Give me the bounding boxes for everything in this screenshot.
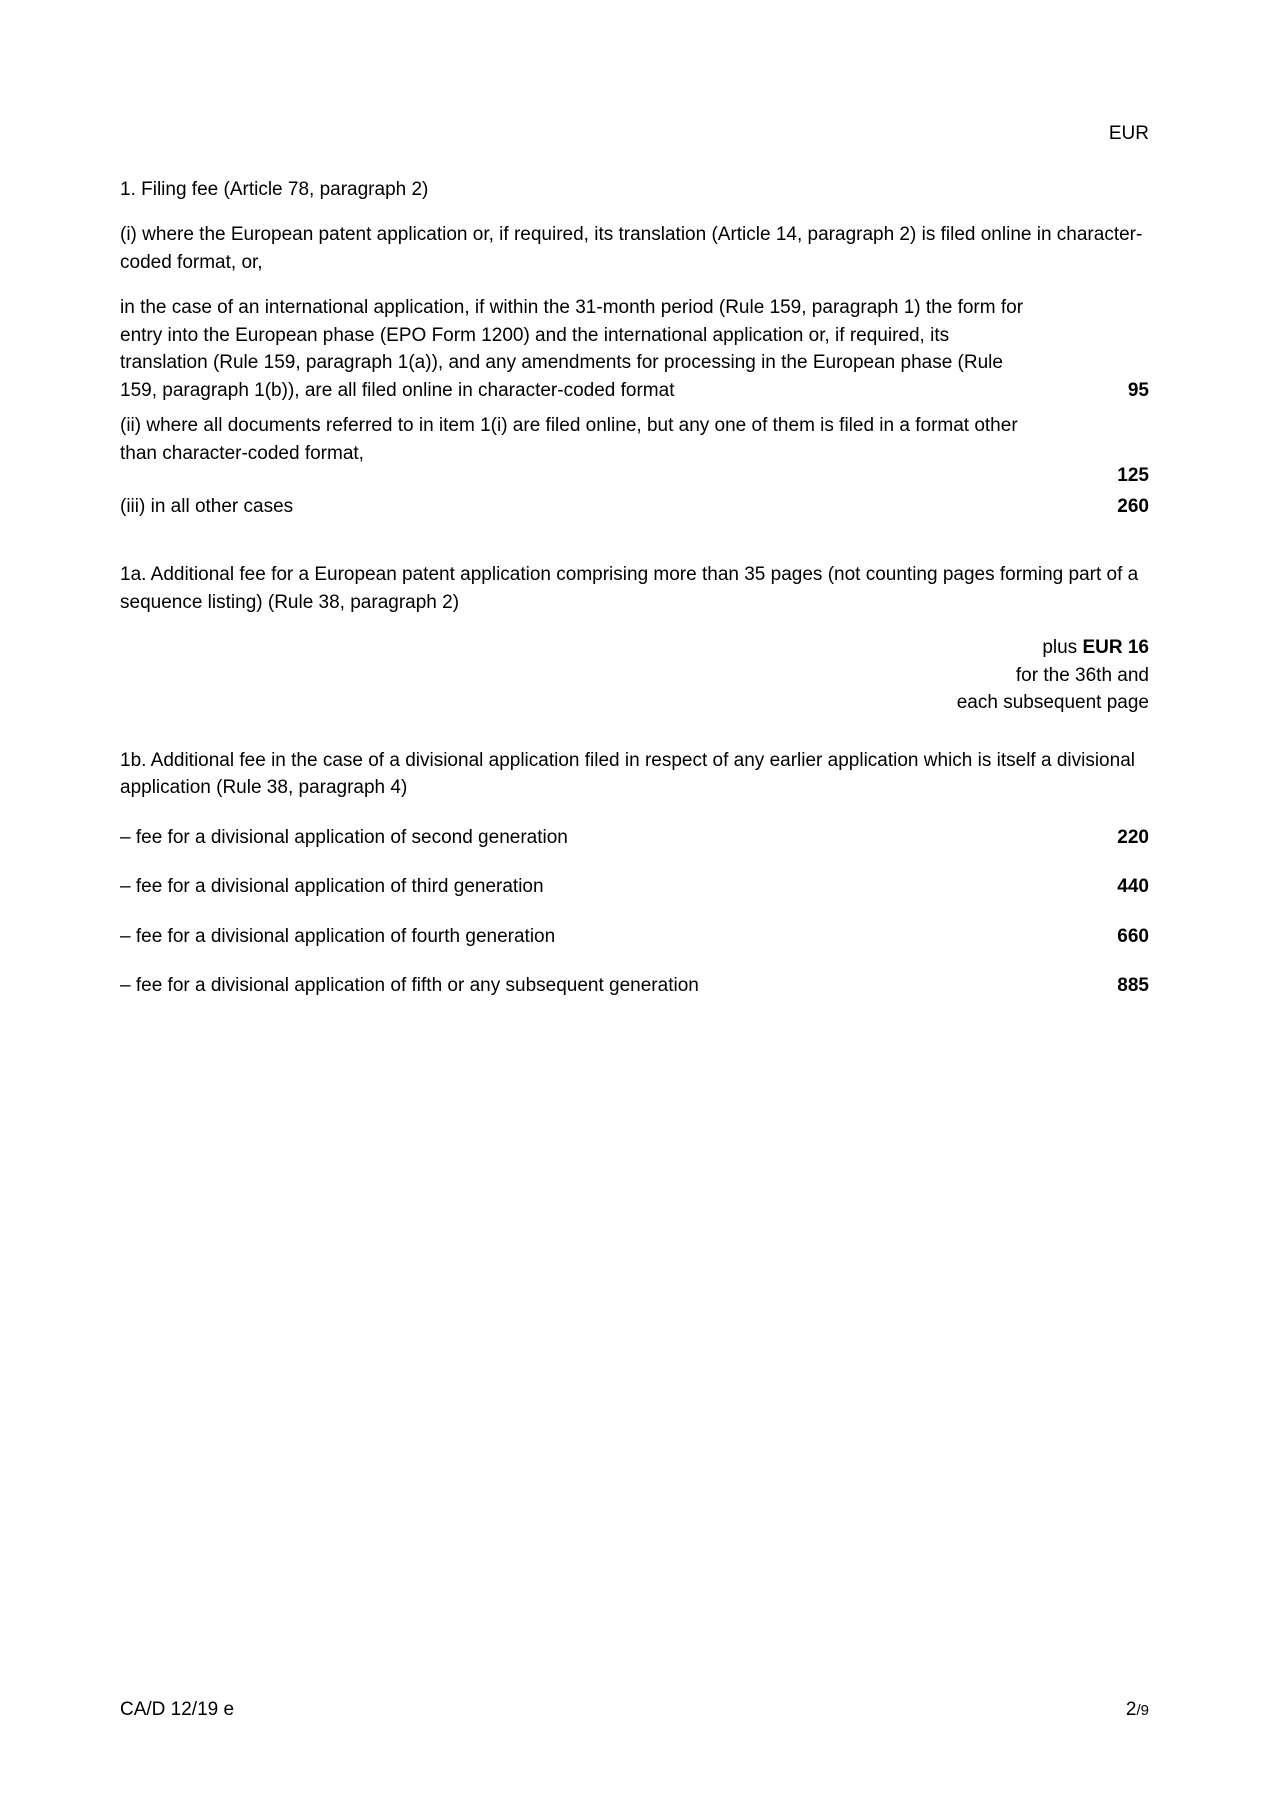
fee-label: – fee for a divisional application of fi… xyxy=(120,972,1069,1000)
document-body: EUR 1. Filing fee (Article 78, paragraph… xyxy=(120,120,1149,1000)
item-i-amount: 95 xyxy=(1069,377,1149,405)
section-1b-title: 1b. Additional fee in the case of a divi… xyxy=(120,747,1149,802)
item-i-row: in the case of an international applicat… xyxy=(120,294,1149,404)
fee-row: – fee for a divisional application of th… xyxy=(120,873,1149,901)
fee-amount: 885 xyxy=(1069,972,1149,1000)
note-line-3: each subsequent page xyxy=(120,689,1149,717)
section-1a-title: 1a. Additional fee for a European patent… xyxy=(120,561,1149,616)
doc-reference: CA/D 12/19 e xyxy=(120,1696,234,1724)
item-ii-text: (ii) where all documents referred to in … xyxy=(120,412,1069,467)
currency-header: EUR xyxy=(120,120,1149,148)
item-iii-text: (iii) in all other cases xyxy=(120,493,1069,521)
fee-label: – fee for a divisional application of fo… xyxy=(120,923,1069,951)
section-1a-note: plus EUR 16 for the 36th and each subseq… xyxy=(120,634,1149,717)
section-1-title: 1. Filing fee (Article 78, paragraph 2) xyxy=(120,176,1149,204)
page-footer: CA/D 12/19 e 2/9 xyxy=(120,1696,1149,1724)
item-ii-row: (ii) where all documents referred to in … xyxy=(120,412,1149,467)
note-line-2: for the 36th and xyxy=(120,662,1149,690)
item-iii-row: (iii) in all other cases 260 xyxy=(120,493,1149,521)
fee-label: – fee for a divisional application of th… xyxy=(120,873,1069,901)
note-line-1: plus EUR 16 xyxy=(120,634,1149,662)
fee-row: – fee for a divisional application of se… xyxy=(120,824,1149,852)
fee-amount: 220 xyxy=(1069,824,1149,852)
page-total: /9 xyxy=(1136,1702,1149,1719)
item-i-part1: (i) where the European patent applicatio… xyxy=(120,221,1149,276)
item-iii-amount: 260 xyxy=(1069,493,1149,521)
note-prefix: plus xyxy=(1042,637,1082,658)
section-1b-fees: – fee for a divisional application of se… xyxy=(120,824,1149,1000)
fee-label: – fee for a divisional application of se… xyxy=(120,824,1069,852)
fee-row: – fee for a divisional application of fo… xyxy=(120,923,1149,951)
fee-amount: 660 xyxy=(1069,923,1149,951)
page-current: 2 xyxy=(1126,1699,1137,1720)
fee-amount: 440 xyxy=(1069,873,1149,901)
item-ii-amount: 125 xyxy=(1069,462,1149,490)
page-number: 2/9 xyxy=(1126,1696,1149,1724)
fee-row: – fee for a divisional application of fi… xyxy=(120,972,1149,1000)
item-i-part2: in the case of an international applicat… xyxy=(120,294,1069,404)
note-bold: EUR 16 xyxy=(1082,637,1149,658)
